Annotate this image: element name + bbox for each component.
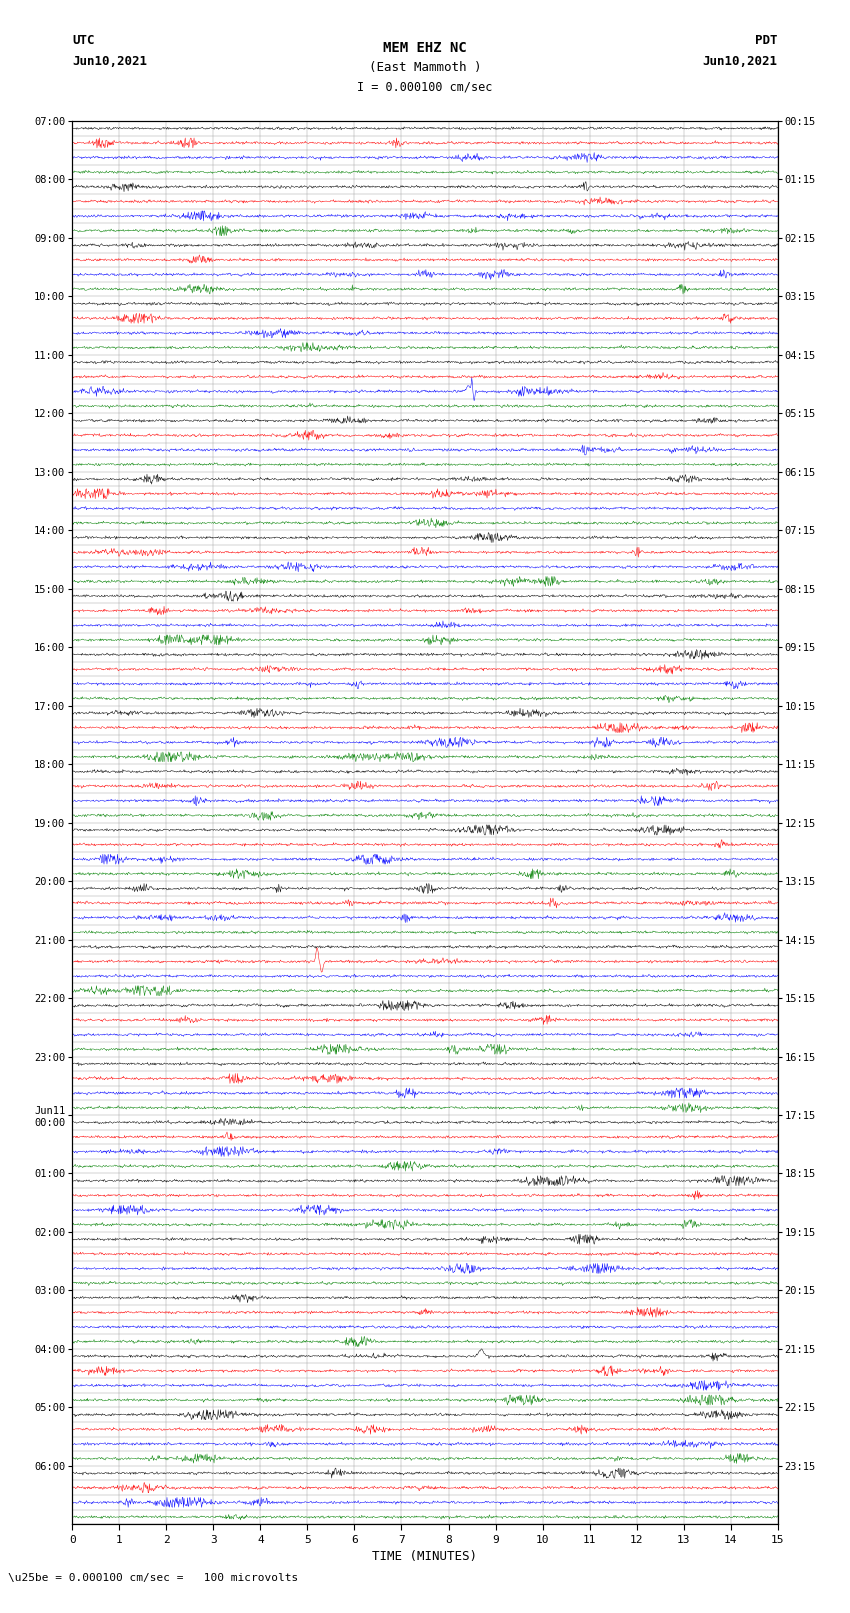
X-axis label: TIME (MINUTES): TIME (MINUTES) [372,1550,478,1563]
Text: MEM EHZ NC: MEM EHZ NC [383,42,467,55]
Text: (East Mammoth ): (East Mammoth ) [369,61,481,74]
Text: Jun10,2021: Jun10,2021 [703,55,778,68]
Text: \u25be = 0.000100 cm/sec =   100 microvolts: \u25be = 0.000100 cm/sec = 100 microvolt… [8,1573,298,1582]
Text: PDT: PDT [756,34,778,47]
Text: UTC: UTC [72,34,94,47]
Text: Jun10,2021: Jun10,2021 [72,55,147,68]
Text: I = 0.000100 cm/sec: I = 0.000100 cm/sec [357,81,493,94]
